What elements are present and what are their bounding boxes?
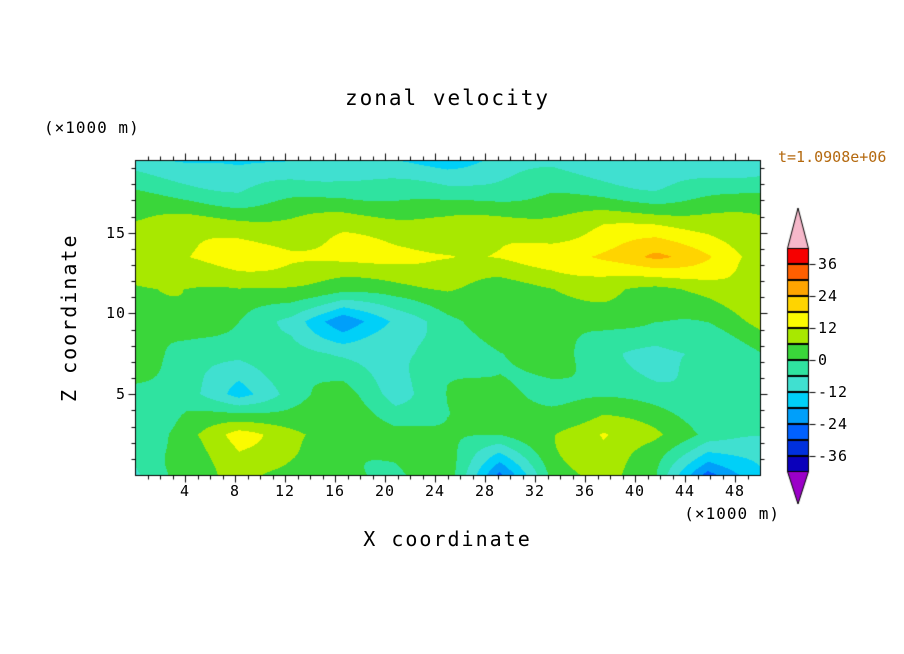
x-tick-label: 28 bbox=[474, 482, 496, 500]
colorbar-label: -36 bbox=[818, 447, 849, 465]
x-tick-label: 48 bbox=[724, 482, 746, 500]
colorbar-label: -12 bbox=[818, 383, 849, 401]
x-axis-label: X coordinate bbox=[363, 527, 532, 551]
z-tick-label: 15 bbox=[105, 223, 126, 242]
z-axis-label: Z coordinate bbox=[57, 233, 81, 402]
x-axis-unit: (×1000 m) bbox=[684, 504, 780, 523]
x-tick-label: 20 bbox=[374, 482, 396, 500]
x-tick-label: 16 bbox=[324, 482, 346, 500]
x-tick-label: 4 bbox=[179, 482, 191, 500]
colorbar-label: 36 bbox=[818, 255, 839, 273]
colorbar-label: 24 bbox=[818, 287, 839, 305]
z-tick-label: 5 bbox=[115, 385, 126, 404]
time-label: t=1.0908e+06 bbox=[778, 148, 887, 166]
x-tick-label: 24 bbox=[424, 482, 446, 500]
x-tick-label: 44 bbox=[674, 482, 696, 500]
plot-title: zonal velocity bbox=[344, 86, 550, 110]
colorbar-label: 12 bbox=[818, 319, 839, 337]
z-axis-unit: (×1000 m) bbox=[44, 118, 140, 137]
x-tick-label: 8 bbox=[229, 482, 241, 500]
x-tick-label: 32 bbox=[524, 482, 546, 500]
x-tick-label: 36 bbox=[574, 482, 596, 500]
x-tick-label: 40 bbox=[624, 482, 646, 500]
z-tick-label: 10 bbox=[105, 304, 126, 323]
colorbar-label: -24 bbox=[818, 415, 849, 433]
colorbar-label: 0 bbox=[818, 351, 829, 369]
x-tick-label: 12 bbox=[274, 482, 296, 500]
